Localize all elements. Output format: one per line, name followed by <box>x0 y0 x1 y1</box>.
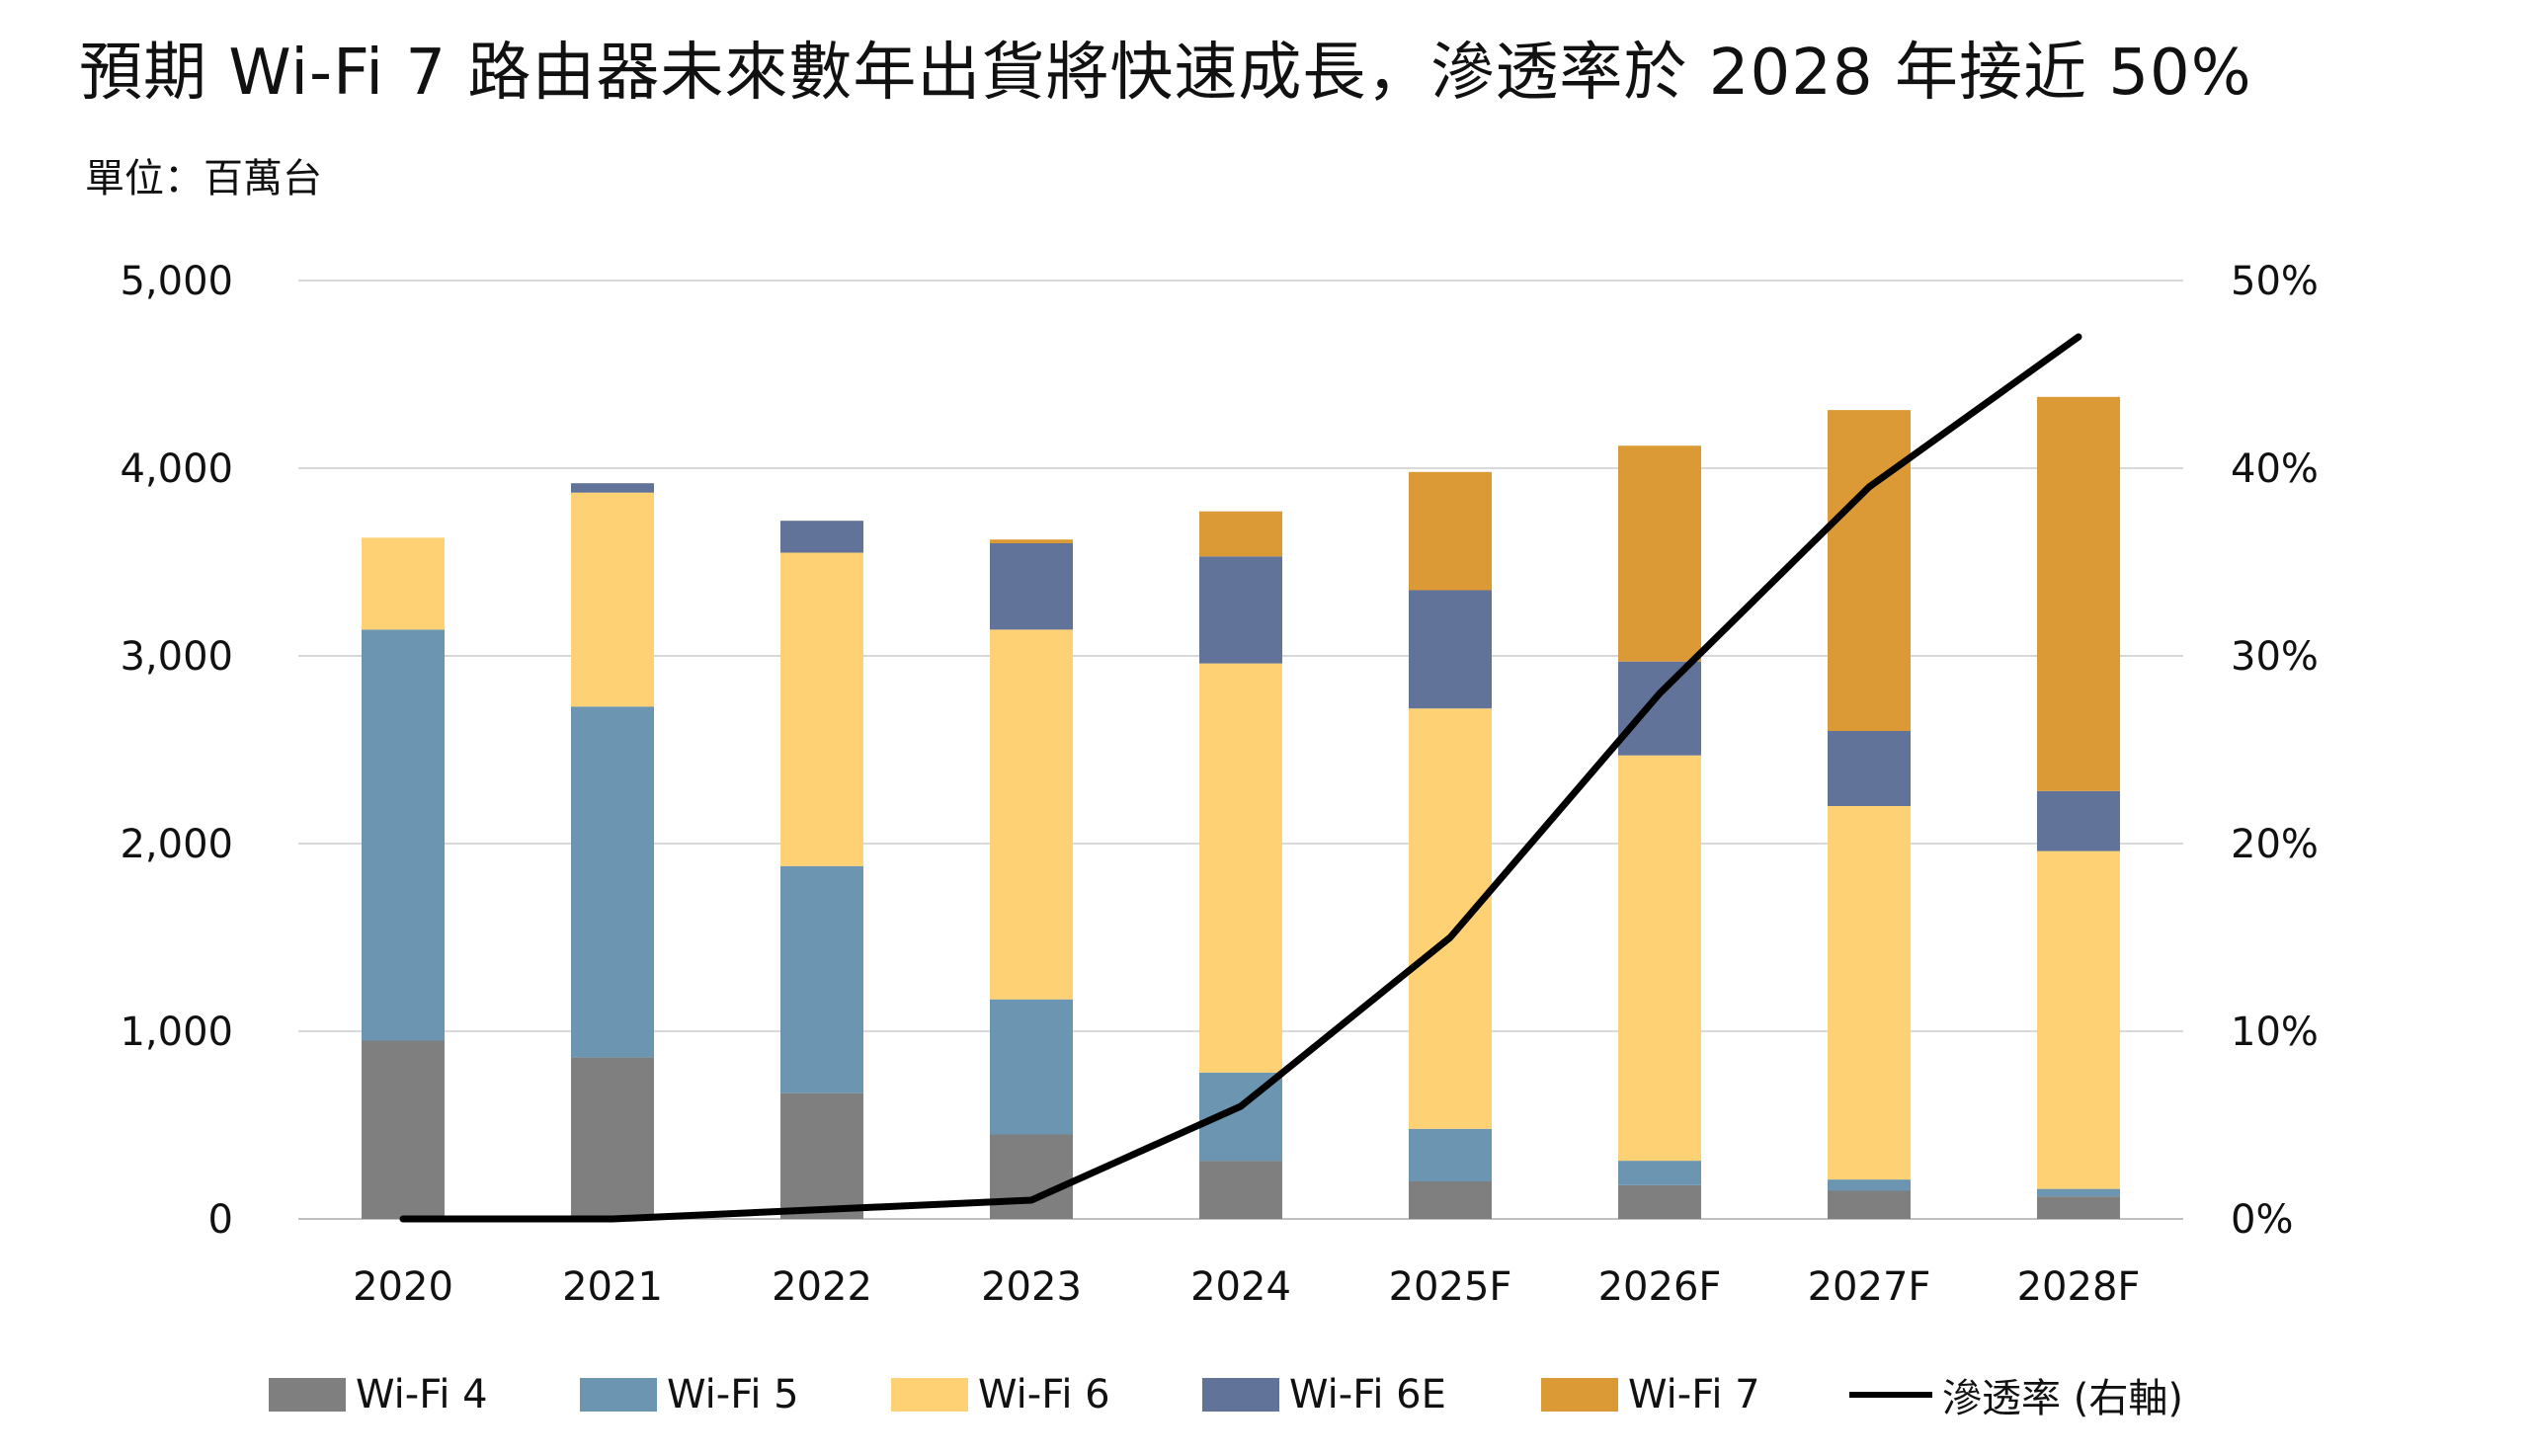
x-tick-label: 2026F <box>1598 1264 1722 1310</box>
bar-segment-wifi5 <box>2037 1188 2120 1197</box>
bar-segment-wifi6 <box>1199 663 1282 1073</box>
bar-segment-wifi6 <box>1618 755 1701 1162</box>
legend-swatch-wifi6e <box>1202 1378 1279 1412</box>
legend-item-wifi7: Wi-Fi 7 <box>1541 1365 1760 1424</box>
bar-segment-wifi6e <box>2037 790 2120 851</box>
bar-segment-wifi4 <box>571 1057 654 1219</box>
bar-segment-wifi6e <box>1199 556 1282 664</box>
x-tick-label: 2022 <box>772 1264 872 1310</box>
bar-segment-wifi4 <box>2037 1196 2120 1219</box>
penetration-line <box>399 333 2082 1223</box>
bar-segment-wifi6e <box>1828 731 1911 806</box>
y2-tick-label: 0% <box>2231 1197 2293 1243</box>
bar-segment-wifi7 <box>1199 511 1282 557</box>
bar-segment-wifi6e <box>1618 661 1701 756</box>
y2-tick-label: 40% <box>2231 446 2319 492</box>
legend-swatch-wifi6 <box>891 1378 968 1412</box>
chart-title: 預期 Wi-Fi 7 路由器未來數年出貨將快速成長，滲透率於 2028 年接近 … <box>79 37 2252 110</box>
legend-swatch-wifi4 <box>269 1378 346 1412</box>
legend-label-wifi6: Wi-Fi 6 <box>978 1372 1110 1417</box>
y2-tick-label: 50% <box>2231 259 2319 304</box>
x-tick-label: 2024 <box>1190 1264 1291 1310</box>
y2-tick-label: 20% <box>2231 822 2319 867</box>
bar-segment-wifi6 <box>1828 806 1911 1180</box>
bar-segment-wifi5 <box>362 629 445 1041</box>
bar-segment-wifi6e <box>1409 590 1492 709</box>
x-tick-label: 2027F <box>1808 1264 1931 1310</box>
bar-segment-wifi4 <box>780 1092 863 1219</box>
x-tick-label: 2023 <box>981 1264 1082 1310</box>
bar-segment-wifi5 <box>1409 1128 1492 1181</box>
legend-label-wifi5: Wi-Fi 5 <box>667 1372 799 1417</box>
y-tick-label: 3,000 <box>120 634 233 680</box>
legend-item-wifi4: Wi-Fi 4 <box>269 1365 488 1424</box>
bars <box>362 396 2120 1219</box>
bar-segment-wifi6 <box>1409 708 1492 1129</box>
legend-item-penetration: 滲透率 (右軸) <box>1849 1365 2183 1424</box>
bar-segment-wifi6e <box>780 521 863 553</box>
y-tick-label: 4,000 <box>120 446 233 492</box>
x-tick-label: 2025F <box>1389 1264 1512 1310</box>
bar-segment-wifi5 <box>780 865 863 1093</box>
legend: Wi-Fi 4 Wi-Fi 5 Wi-Fi 6 Wi-Fi 6E Wi-Fi 7… <box>0 1365 2529 1424</box>
y-tick-label: 5,000 <box>120 259 233 304</box>
bar-segment-wifi7 <box>2037 396 2120 791</box>
bar-segment-wifi6 <box>571 492 654 707</box>
x-tick-label: 2020 <box>353 1264 453 1310</box>
legend-label-wifi4: Wi-Fi 4 <box>356 1372 488 1417</box>
axes: 0 0% 1,000 10% 2,000 20% 3,000 30% 4,000 40% 5,000… <box>120 259 2318 1310</box>
legend-label-wifi7: Wi-Fi 7 <box>1628 1372 1760 1417</box>
legend-swatch-penetration <box>1849 1392 1932 1398</box>
legend-item-wifi6: Wi-Fi 6 <box>891 1365 1110 1424</box>
bar-segment-wifi5 <box>1828 1179 1911 1191</box>
bar-segment-wifi7 <box>1618 445 1701 662</box>
legend-swatch-wifi5 <box>580 1378 657 1412</box>
bar-segment-wifi4 <box>990 1134 1073 1219</box>
bar-segment-wifi7 <box>1409 471 1492 591</box>
legend-label-penetration: 滲透率 (右軸) <box>1942 1376 2183 1421</box>
legend-item-wifi6e: Wi-Fi 6E <box>1202 1365 1446 1424</box>
x-tick-label: 2028F <box>2017 1264 2141 1310</box>
bar-segment-wifi6 <box>362 537 445 630</box>
bar-segment-wifi4 <box>1409 1181 1492 1219</box>
bar-segment-wifi6e <box>571 483 654 493</box>
bar-segment-wifi7 <box>1828 410 1911 731</box>
bar-segment-wifi6 <box>2037 850 2120 1189</box>
y-tick-label: 0 <box>208 1197 233 1243</box>
bar-segment-wifi4 <box>1828 1190 1911 1219</box>
bar-segment-wifi4 <box>1618 1184 1701 1219</box>
unit-label: 單位：百萬台 <box>85 156 322 202</box>
bar-segment-wifi4 <box>362 1040 445 1219</box>
x-tick-label: 2021 <box>562 1264 663 1310</box>
bar-segment-wifi6 <box>990 629 1073 1000</box>
y2-tick-label: 10% <box>2231 1010 2319 1055</box>
legend-item-wifi5: Wi-Fi 5 <box>580 1365 799 1424</box>
y-tick-label: 1,000 <box>120 1010 233 1055</box>
legend-label-wifi6e: Wi-Fi 6E <box>1289 1372 1446 1417</box>
bar-segment-wifi4 <box>1199 1161 1282 1219</box>
bar-segment-wifi6e <box>990 543 1073 630</box>
bar-segment-wifi7 <box>990 539 1073 543</box>
bar-segment-wifi5 <box>990 999 1073 1135</box>
bar-segment-wifi6 <box>780 552 863 866</box>
legend-swatch-wifi7 <box>1541 1378 1618 1412</box>
bar-segment-wifi5 <box>571 706 654 1058</box>
bar-segment-wifi5 <box>1618 1161 1701 1185</box>
y2-tick-label: 30% <box>2231 634 2319 680</box>
y-tick-label: 2,000 <box>120 822 233 867</box>
